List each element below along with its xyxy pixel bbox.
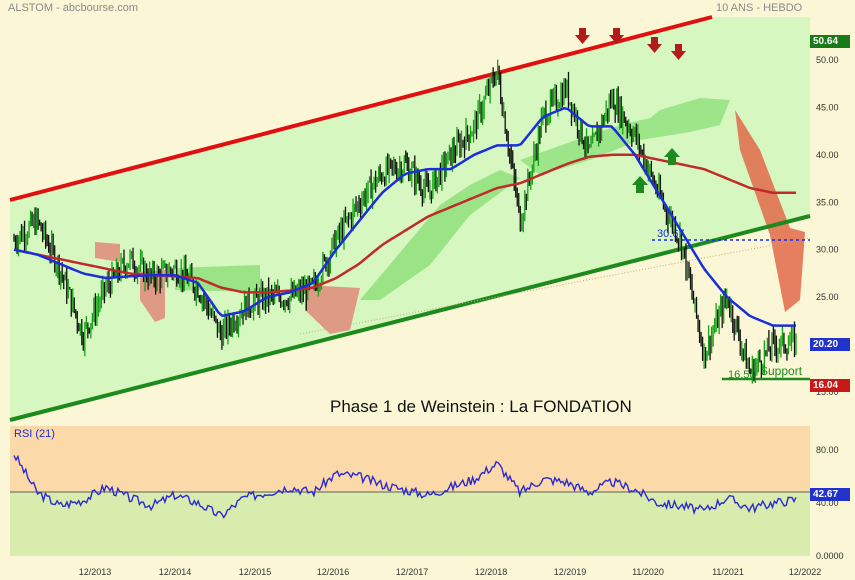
buy-arrow-2 — [664, 148, 680, 165]
resistance-label: 30.67 — [657, 228, 685, 240]
rsi-overbought-zone — [10, 426, 810, 492]
x-tick-label: 12/2019 — [554, 567, 587, 577]
y-tick-label: 30.00 — [816, 245, 839, 255]
legend-mm30: MM (30) — [180, 20, 222, 32]
legend-mm200: MM (200) — [231, 20, 279, 32]
y-tick-label: 40.00 — [816, 150, 839, 160]
rsi-title: RSI (21) — [14, 428, 55, 440]
legend-ichimoku: ICHIMOKU (26, 9) — [10, 20, 100, 32]
price-bars — [13, 59, 797, 384]
rsi-tick-label: 80.00 — [816, 445, 839, 455]
x-tick-label: 11/2020 — [632, 567, 664, 577]
x-tick-label: 11/2021 — [712, 567, 744, 577]
y-tick-label: 50.00 — [816, 55, 839, 65]
mm200-line — [13, 153, 796, 294]
x-tick-label: 12/2016 — [317, 567, 350, 577]
ichimoku-cloud-red-2 — [140, 270, 165, 322]
x-tick-label: 12/2014 — [159, 567, 192, 577]
ichimoku-cloud-green-2 — [360, 170, 520, 300]
channel-bottom-dotted — [299, 237, 811, 335]
sell-arrow-1 — [575, 28, 590, 44]
y-tick-label: 25.00 — [816, 292, 839, 302]
price-panel-bg — [10, 18, 810, 396]
x-tick-label: 12/2017 — [396, 567, 429, 577]
rsi-oversold-zone — [10, 492, 810, 556]
support-value-label: 16.50 — [728, 369, 756, 381]
x-tick-label: 12/2015 — [239, 567, 272, 577]
sell-arrow-3 — [647, 37, 662, 53]
legend-boll: BOLL (20, 2) — [288, 20, 351, 32]
chart-source: ALSTOM - abcbourse.com — [8, 2, 139, 14]
y-tick-label: 45.00 — [816, 102, 839, 112]
chart-period: 10 ANS - HEBDO — [716, 2, 803, 14]
ichimoku-cloud-red-1 — [95, 242, 120, 262]
ichimoku-cloud-green-3 — [520, 98, 730, 175]
x-axis: 12/2013 12/2014 12/2015 12/2016 12/2017 12/20… — [79, 567, 822, 577]
channel-fill — [10, 17, 810, 420]
channel-bottom-line — [9, 214, 811, 422]
mm30-line — [13, 106, 796, 327]
indicator-legend: ICHIMOKU (26, 9) ZIG ZAG (5) MM (30) MM (20… — [10, 20, 361, 32]
buy-arrows — [632, 148, 680, 193]
ichimoku-cloud-red-4 — [735, 110, 805, 312]
ichimoku-cloud-red-3 — [305, 285, 360, 334]
rsi-badge: 42.67 — [810, 488, 850, 501]
y-tick-label: 35.00 — [816, 197, 839, 207]
ichimoku-cloud-green-1 — [175, 265, 260, 292]
support-label: Support — [760, 364, 803, 378]
price-badge-last: 16.04 — [810, 379, 850, 392]
price-badge-mm30: 20.20 — [810, 338, 850, 351]
x-tick-label: 12/2022 — [789, 567, 822, 577]
legend-zigzag: ZIG ZAG (5) — [109, 20, 171, 32]
sell-arrow-2 — [609, 28, 624, 44]
sell-arrows — [575, 28, 686, 60]
rsi-tick-label: 0.0000 — [816, 551, 844, 561]
rsi-line — [13, 454, 797, 519]
buy-arrow-1 — [632, 176, 648, 193]
channel-top-line — [9, 15, 713, 202]
phase-annotation: Phase 1 de Weinstein : La FONDATION — [330, 397, 632, 416]
x-tick-label: 12/2018 — [475, 567, 508, 577]
x-tick-label: 12/2013 — [79, 567, 112, 577]
price-badge-high: 50.64 — [810, 35, 850, 48]
sell-arrow-4 — [671, 44, 686, 60]
